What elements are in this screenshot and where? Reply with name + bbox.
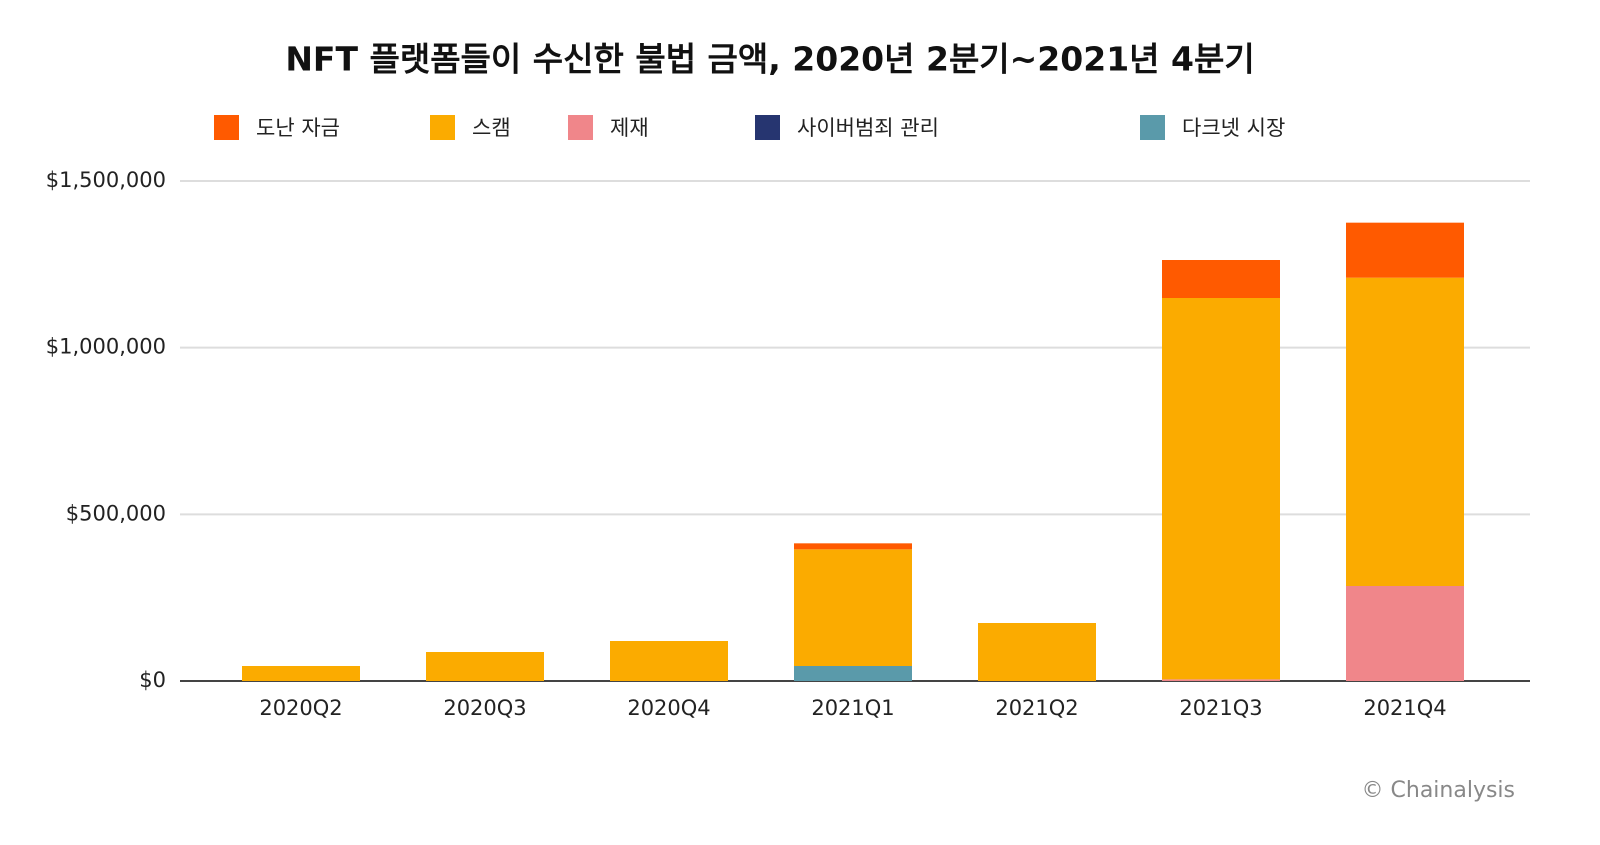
bar-segment <box>242 666 360 681</box>
y-tick-label: $500,000 <box>66 501 166 525</box>
x-tick-label: 2020Q4 <box>627 696 710 720</box>
bar-segment <box>1346 222 1464 278</box>
x-tick-label: 2021Q2 <box>995 696 1078 720</box>
legend-swatch <box>1140 115 1165 140</box>
x-tick-label: 2021Q3 <box>1179 696 1262 720</box>
bar-segment <box>794 543 912 550</box>
bar-segment <box>794 666 912 681</box>
bar-segment <box>978 623 1096 681</box>
source: © Chainalysis <box>1362 778 1515 803</box>
legend-swatch <box>430 115 455 140</box>
bar-segment <box>794 549 912 666</box>
x-tick-label: 2020Q2 <box>259 696 342 720</box>
bar-segment <box>426 652 544 681</box>
bar-segment <box>610 641 728 681</box>
bar-segment <box>1346 277 1464 586</box>
legend-label: 제재 <box>610 116 649 140</box>
bar-segment <box>1162 679 1280 681</box>
legend-swatch <box>755 115 780 140</box>
legend-label: 도난 자금 <box>256 116 340 140</box>
legend-swatch <box>214 115 239 140</box>
x-tick-label: 2021Q4 <box>1363 696 1446 720</box>
bar-segment <box>1346 586 1464 681</box>
legend-swatch <box>568 115 593 140</box>
legend-label: 다크넷 시장 <box>1182 116 1285 140</box>
bar-segment <box>1162 298 1280 680</box>
y-tick-label: $1,000,000 <box>46 335 166 359</box>
y-tick-label: $0 <box>139 668 166 692</box>
y-tick-label: $1,500,000 <box>46 168 166 192</box>
bar-segment <box>1162 260 1280 298</box>
legend-label: 사이버범죄 관리 <box>797 116 939 140</box>
x-tick-label: 2020Q3 <box>443 696 526 720</box>
legend-label: 스캠 <box>472 116 511 140</box>
x-tick-label: 2021Q1 <box>811 696 894 720</box>
chart-title: NFT 플랫폼들이 수신한 불법 금액, 2020년 2분기~2021년 4분기 <box>285 40 1254 79</box>
